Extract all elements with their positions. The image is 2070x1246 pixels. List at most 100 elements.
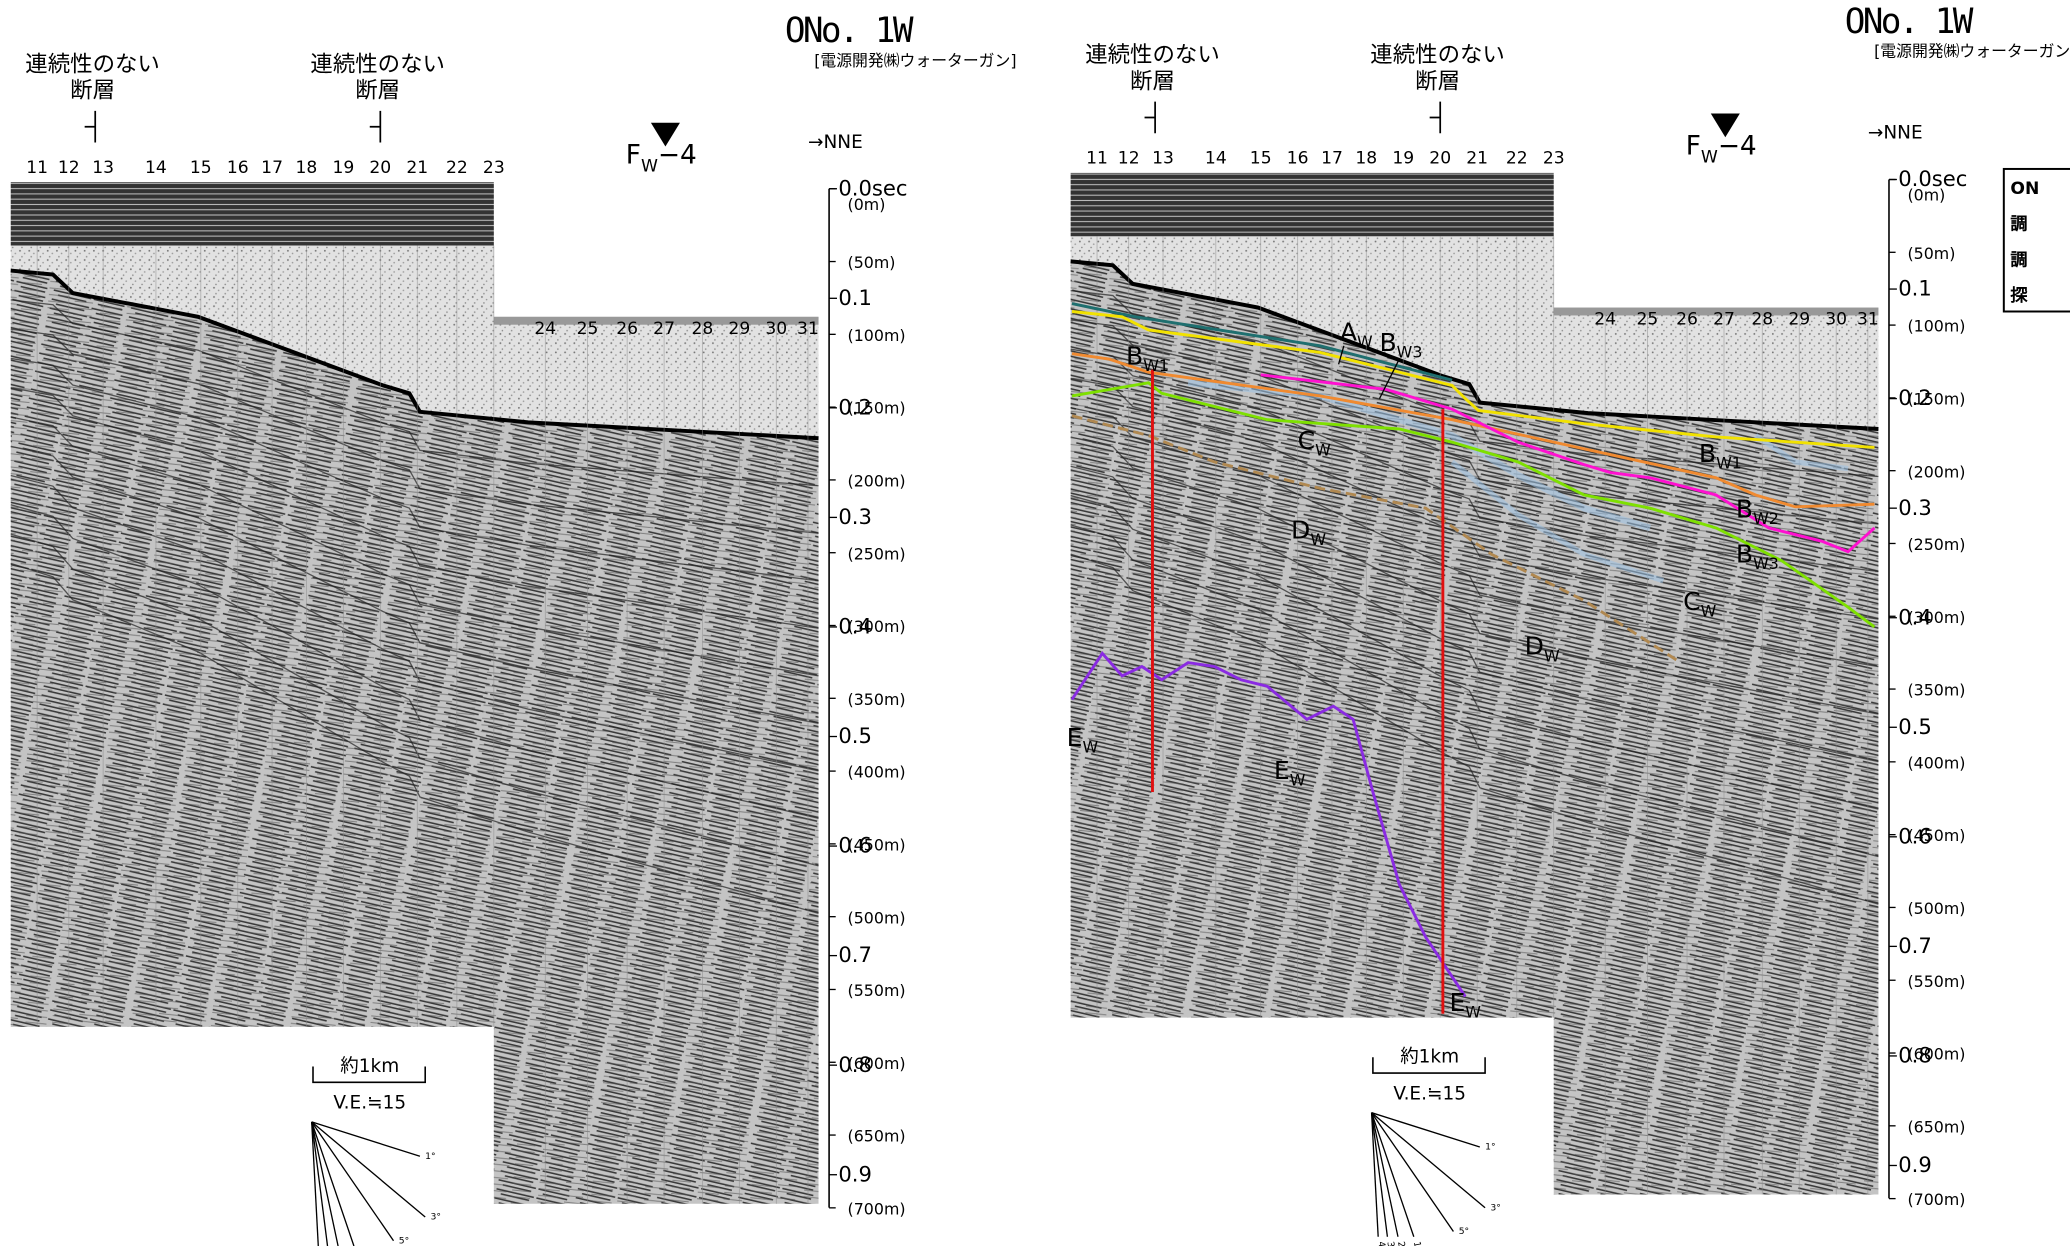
scan-band <box>493 316 819 325</box>
depth-tick-label: (50m) <box>1907 244 1955 263</box>
horizon-orange <box>1071 352 1875 509</box>
reflector <box>10 299 819 487</box>
time-tick-label: 0.3 <box>838 504 872 529</box>
shot-number: 20 <box>1429 149 1451 169</box>
unit-label: DW <box>1291 516 1326 550</box>
unit-main: B <box>1736 494 1753 523</box>
unit-label: EW <box>1274 756 1306 790</box>
scale-exaggeration: V.E.≒15 <box>1393 1083 1466 1104</box>
depth-tick-label: (600m) <box>1907 1045 1965 1064</box>
unit-sub: W1 <box>1143 356 1169 375</box>
time-tick-label: 0.7 <box>1898 933 1932 958</box>
seafloor <box>10 268 819 441</box>
time-tick-label: 0.7 <box>838 942 872 967</box>
depth-tick-label: (350m) <box>1907 681 1965 700</box>
depth-tick-label: (50m) <box>848 253 896 272</box>
shot-number: 28 <box>1751 310 1773 330</box>
side-box-text: 調 <box>2010 250 2027 270</box>
depth-tick-label: (200m) <box>1907 462 1965 481</box>
depth-tick-label: (200m) <box>848 472 906 491</box>
time-tick-label: 0.5 <box>838 723 872 748</box>
shot-number: 17 <box>261 158 283 178</box>
shot-number: 13 <box>1152 149 1174 169</box>
angle-label: 5° <box>399 1235 409 1246</box>
fault-label: 連続性のない <box>25 51 160 77</box>
angle-label: 30° <box>1384 1241 1398 1246</box>
unit-label: BW3 <box>1736 539 1779 573</box>
angle-line <box>1371 1112 1481 1148</box>
side-box-frame <box>2002 167 2070 313</box>
shot-number: 12 <box>58 158 80 178</box>
depth-tick-label: (350m) <box>848 690 906 709</box>
shot-number: 28 <box>691 319 713 339</box>
unit-main: C <box>1683 587 1701 616</box>
horizon-teal <box>1071 302 1453 382</box>
unit-label: EW <box>1067 723 1099 757</box>
reflector <box>10 504 819 819</box>
shot-number: 15 <box>190 158 212 178</box>
unit-label: CW <box>1298 426 1332 460</box>
fault-label: 連続性のない <box>1085 42 1220 68</box>
shot-number: 24 <box>534 319 556 339</box>
profile-panel: ONo. 1W[電源開発㈱ウォーターガン]→NNEFW−4連続性のない断層連続性… <box>10 11 1017 1246</box>
shot-number: 29 <box>728 319 750 339</box>
depth-tick-label: (150m) <box>848 399 906 418</box>
angle-line <box>1370 1112 1379 1237</box>
fault-tick <box>1429 101 1442 134</box>
panel-subtitle: [電源開発㈱ウォーターガン] <box>1874 42 2070 61</box>
shot-number: 24 <box>1594 310 1616 330</box>
unit-sub: W <box>1465 1003 1481 1022</box>
angle-line <box>1370 1112 1415 1237</box>
unit-sub: W <box>1544 646 1560 665</box>
angle-label: 10° <box>1411 1241 1425 1246</box>
profile-panel: ONo. 1W[電源開発㈱ウォーターガン]→NNEFW−4連続性のない断層連続性… <box>1070 2 2070 1246</box>
time-tick-label: 0.0sec <box>838 175 907 200</box>
horizon-green <box>1071 381 1876 629</box>
scale-bar <box>1372 1057 1486 1074</box>
time-tick-label: 0.8 <box>1898 1043 1932 1068</box>
direction: →NNE <box>808 132 863 153</box>
section-label: FW−4 <box>626 141 697 177</box>
fault-label: 断層 <box>355 78 400 104</box>
unit-label: DW <box>1525 632 1560 666</box>
depth-tick-label: (550m) <box>1907 972 1965 991</box>
angle-label: 3° <box>430 1212 440 1223</box>
unit-main: E <box>1449 988 1465 1017</box>
unit-main: D <box>1291 516 1310 545</box>
shot-number: 15 <box>1250 149 1272 169</box>
seismic-overlay <box>1070 261 1879 1195</box>
shot-number: 31 <box>1857 310 1879 330</box>
time-tick-label: 0.2 <box>838 394 872 419</box>
unit-main: E <box>1274 756 1290 785</box>
shot-number: 11 <box>26 158 48 178</box>
shot-number: 13 <box>92 158 114 178</box>
reflector <box>10 357 819 582</box>
scan-band <box>1553 307 1879 316</box>
horizon-brown <box>1071 414 1678 662</box>
shot-number: 19 <box>1392 149 1414 169</box>
shot-number: 17 <box>1321 149 1343 169</box>
angle-line <box>311 1121 319 1246</box>
angle-label: 20° <box>1395 1241 1409 1246</box>
depth-tick-label: (0m) <box>1907 186 1945 205</box>
depth-tick-label: (500m) <box>1907 899 1965 918</box>
time-tick-label: 0.9 <box>838 1161 872 1186</box>
water-column <box>1070 236 1879 429</box>
depth-tick-label: (650m) <box>1907 1117 1965 1136</box>
depth-tick-label: (150m) <box>1907 389 1965 408</box>
depth-tick-label: (0m) <box>848 195 886 214</box>
reflector <box>10 387 819 629</box>
unit-label: AW <box>1340 318 1373 352</box>
reflector <box>10 562 819 915</box>
seismic-overlay <box>10 270 819 1204</box>
unit-sub: W3 <box>1397 343 1423 362</box>
horizon-light-blue <box>1754 433 1849 472</box>
depth-tick-label: (400m) <box>848 763 906 782</box>
unit-label: BW2 <box>1736 494 1779 528</box>
shot-number: 29 <box>1788 310 1810 330</box>
angle-line <box>1370 1112 1389 1237</box>
shot-number: 30 <box>765 319 787 339</box>
fault-label: 断層 <box>70 78 115 104</box>
scale-bar <box>312 1066 426 1084</box>
angle-label: 3° <box>1490 1202 1500 1213</box>
